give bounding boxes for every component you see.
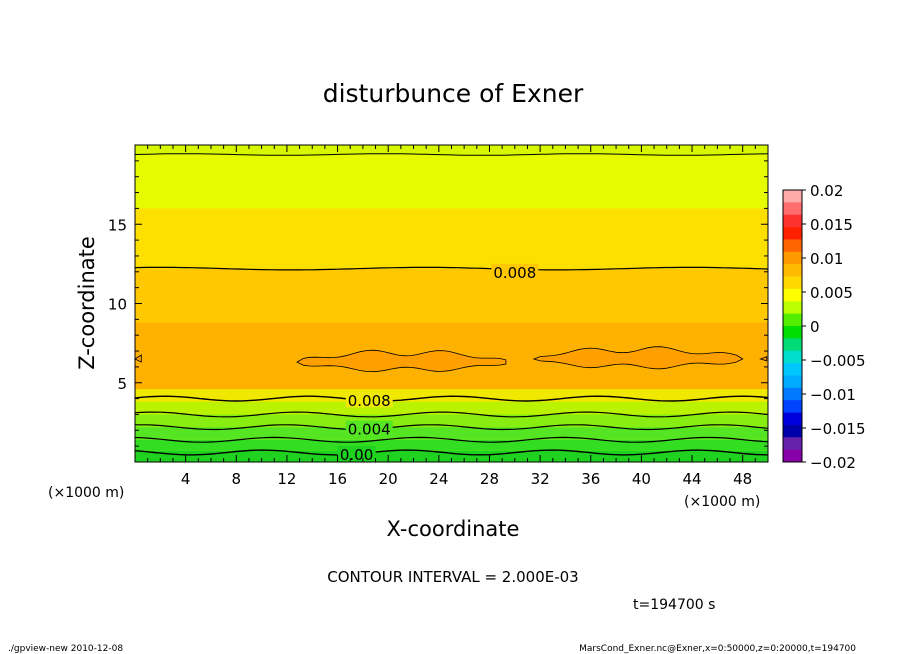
contour-label-bg	[345, 392, 393, 408]
colorbar-swatch	[783, 375, 802, 389]
contour-region	[759, 356, 768, 362]
x-tick-label: 12	[277, 470, 296, 488]
colorbar-label: −0.01	[810, 386, 856, 404]
colorbar-swatch	[783, 313, 802, 327]
contour-line	[134, 266, 769, 271]
colorbar-label: 0.005	[810, 284, 853, 302]
colorbar-swatch	[783, 326, 802, 339]
contour-line	[134, 436, 769, 443]
colorbar-swatch	[783, 288, 802, 302]
colorbar-label: 0	[810, 318, 820, 336]
contour-label-bg	[491, 263, 539, 279]
contour-band	[135, 389, 768, 402]
contour-line	[134, 449, 769, 456]
x-unit-right: (×1000 m)	[684, 494, 760, 510]
colorbar-swatch	[783, 276, 802, 290]
contour-band	[135, 208, 768, 269]
x-tick-label: 20	[379, 470, 398, 488]
contour-band	[135, 401, 768, 415]
x-tick-label: 16	[328, 470, 347, 488]
x-tick-label: 8	[232, 470, 242, 488]
colorbar-label: 0.015	[810, 216, 853, 234]
footer-left: ./gpview-new 2010-12-08	[8, 644, 123, 654]
colorbar-swatch	[783, 202, 802, 216]
time-label: t=194700 s	[633, 597, 715, 613]
contour-label: 0.008	[348, 392, 391, 410]
y-tick-label: 15	[108, 216, 127, 234]
colorbar-label: 0.02	[810, 182, 843, 200]
x-axis-label: X-coordinate	[387, 517, 520, 541]
x-tick-label: 44	[682, 470, 701, 488]
x-tick-label: 28	[480, 470, 499, 488]
contour-lines: 0.008 0.008 0.004 0.00	[134, 153, 769, 464]
colorbar-swatch	[783, 400, 802, 413]
contour-label: 0.008	[493, 264, 536, 282]
colorbar-swatch	[783, 190, 802, 203]
y-tick-label: 10	[108, 296, 127, 314]
contour-region	[134, 354, 142, 363]
colorbar-swatch	[783, 387, 802, 401]
contour-band	[135, 439, 768, 451]
x-tick-label: 4	[181, 470, 191, 488]
contour-line	[134, 411, 769, 418]
contour-fill	[135, 145, 768, 462]
colorbar-swatch	[783, 350, 802, 364]
x-tick-label: 40	[632, 470, 651, 488]
x-tick-label: 36	[581, 470, 600, 488]
colorbar-swatch	[783, 449, 802, 463]
contour-line	[135, 424, 769, 431]
colorbar-swatch	[783, 437, 802, 450]
colorbar-swatch	[783, 239, 802, 253]
contour-line	[134, 153, 769, 156]
colorbar-swatch	[783, 264, 802, 277]
colorbar-label: −0.005	[810, 352, 866, 370]
x-unit-left: (×1000 m)	[48, 485, 124, 501]
contour-label-bg	[337, 446, 376, 462]
contour-band	[135, 414, 768, 428]
x-tick-label: 32	[531, 470, 550, 488]
contour-band	[135, 450, 768, 462]
colorbar-swatch	[783, 251, 802, 265]
x-tick-label: 24	[429, 470, 448, 488]
colorbar-swatch	[783, 338, 802, 352]
colorbar-swatch	[783, 227, 802, 240]
contour-label: 0.00	[340, 446, 373, 464]
x-tick-label: 48	[733, 470, 752, 488]
contour-band	[135, 427, 768, 440]
contour-band	[135, 268, 768, 323]
contour-label: 0.004	[348, 421, 391, 439]
colorbar: 0.02 0.015 0.01 0.005 0 −0.005 −0.01 −0.015 −0.0…	[782, 182, 866, 472]
contour-region	[296, 349, 507, 373]
contour-band	[135, 154, 768, 209]
y-tick-label: 5	[117, 375, 127, 393]
footer-right: MarsCond_Exner.nc@Exner,x=0:50000,z=0:20…	[579, 644, 856, 654]
colorbar-swatch	[783, 363, 802, 376]
contour-line	[134, 395, 769, 402]
colorbar-swatch	[783, 301, 802, 314]
contour-label-bg	[345, 420, 393, 436]
colorbar-swatch	[783, 412, 802, 426]
colorbar-label: 0.01	[810, 250, 843, 268]
y-axis-label: Z-coordinate	[75, 236, 99, 370]
contour-region	[532, 346, 744, 370]
colorbar-swatch	[783, 214, 802, 228]
contour-interval-text: CONTOUR INTERVAL = 2.000E-03	[327, 568, 578, 586]
colorbar-label: −0.02	[810, 454, 856, 472]
colorbar-label: −0.015	[810, 420, 866, 438]
colorbar-swatch	[783, 424, 802, 438]
chart-title: disturbunce of Exner	[323, 79, 584, 108]
